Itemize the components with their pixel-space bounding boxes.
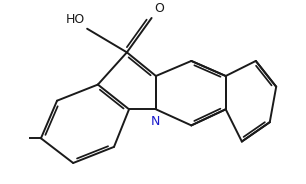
Text: N: N bbox=[151, 115, 161, 128]
Text: O: O bbox=[154, 2, 164, 15]
Text: HO: HO bbox=[65, 13, 85, 26]
